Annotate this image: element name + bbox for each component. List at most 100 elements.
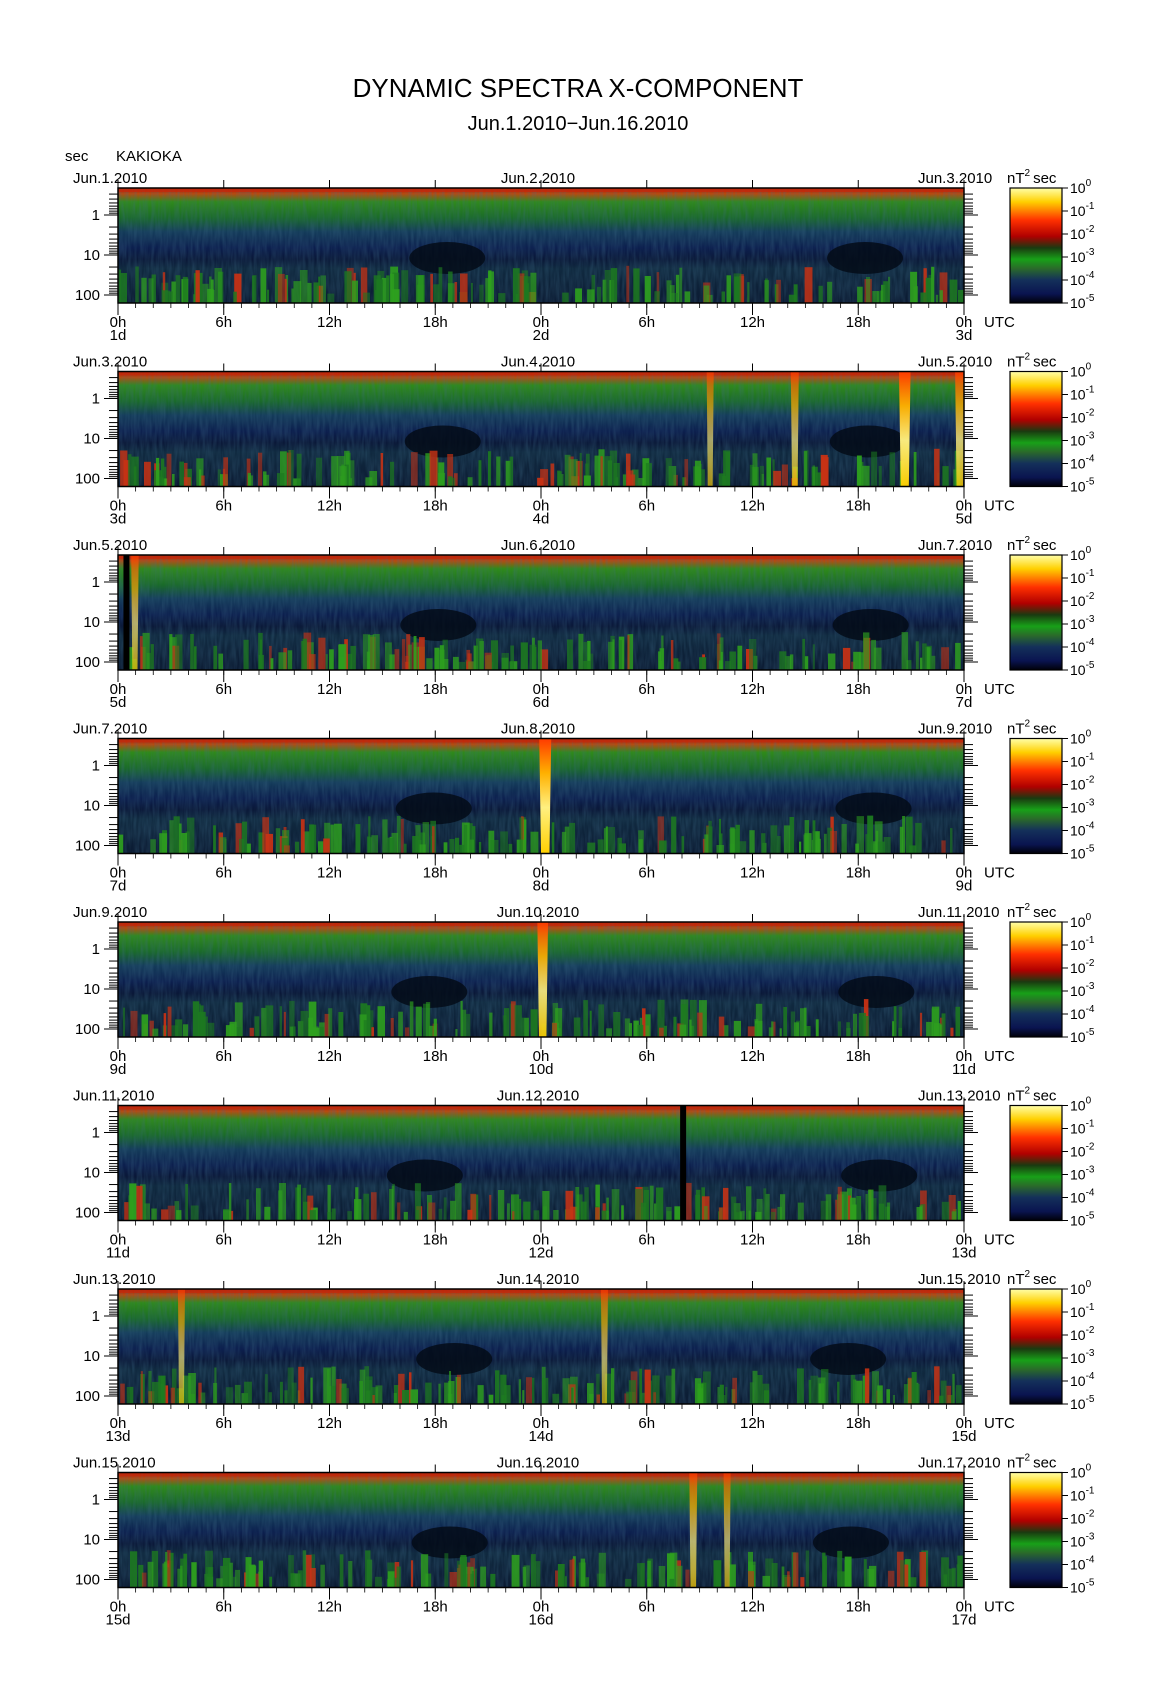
low-activity-patches — [400, 609, 909, 641]
band-stripe — [287, 650, 293, 670]
colorbar-tick-label: 100 — [1070, 729, 1092, 747]
band-stripe — [746, 1186, 752, 1221]
colorbar-unit-tail: sec — [1033, 904, 1057, 921]
band-stripe — [320, 1564, 325, 1588]
band-stripe — [278, 1190, 283, 1221]
colorbar-unit-exponent: 2 — [1025, 168, 1031, 179]
band-stripe — [375, 1576, 382, 1588]
band-stripe — [704, 1206, 708, 1221]
band-stripe — [489, 1194, 492, 1221]
band-stripe — [402, 1390, 410, 1404]
band-stripe — [850, 1374, 856, 1404]
band-stripe — [480, 1566, 487, 1588]
band-stripe — [324, 822, 331, 854]
x-tick-label: 18h — [423, 681, 448, 698]
band-stripe — [234, 1384, 241, 1404]
band-stripe — [363, 292, 370, 303]
long-period-band — [120, 448, 961, 487]
y-tick-label: 1 — [92, 758, 100, 775]
band-stripe — [235, 823, 242, 854]
band-stripe — [935, 294, 939, 303]
band-stripe — [139, 636, 143, 670]
y-axis-ticks — [104, 377, 978, 479]
x-tick-label: 12h — [740, 1232, 765, 1249]
colorbar-tick-label: 10-4 — [1070, 1004, 1095, 1022]
band-stripe — [865, 1194, 868, 1221]
band-stripe — [128, 454, 132, 487]
colorbar-exponent: -5 — [1086, 844, 1095, 855]
x-tick-label: 6h — [638, 1048, 655, 1065]
band-stripe — [520, 642, 528, 670]
band-stripe — [718, 1016, 725, 1037]
day-label: 13d — [951, 1245, 976, 1262]
activity-streak — [706, 371, 714, 487]
band-stripe — [229, 1021, 237, 1037]
band-stripe — [781, 1566, 785, 1588]
band-stripe — [285, 275, 289, 303]
band-stripe — [523, 276, 531, 303]
x-tick-label: 0h — [533, 314, 550, 331]
y-tick-label: 10 — [83, 798, 100, 815]
band-stripe — [637, 1024, 644, 1037]
band-stripe — [187, 817, 195, 854]
band-stripe — [587, 1383, 594, 1404]
band-stripe — [510, 645, 514, 670]
band-stripe — [790, 1011, 796, 1037]
quiet-region — [416, 1343, 493, 1375]
colorbar-exponent: -5 — [1086, 477, 1095, 488]
colorbar-tick-label: 10-1 — [1070, 201, 1095, 219]
quiet-region — [829, 425, 906, 458]
band-stripe — [160, 458, 165, 487]
band-stripe — [414, 1183, 421, 1221]
band-stripe — [957, 1555, 963, 1588]
band-stripe — [931, 655, 936, 670]
band-stripe — [198, 1003, 201, 1037]
colorbar-tick-label: 100 — [1070, 1096, 1092, 1114]
band-stripe — [318, 841, 324, 854]
band-stripe — [830, 831, 837, 854]
band-stripe — [409, 1372, 412, 1404]
band-stripe — [864, 1368, 870, 1404]
band-stripe — [426, 658, 433, 670]
band-stripe — [873, 647, 882, 670]
band-stripe — [466, 1573, 474, 1588]
band-stripe — [761, 473, 764, 487]
band-stripe — [661, 635, 664, 670]
x-tick-label: 0h — [110, 865, 127, 882]
band-stripe — [892, 1395, 895, 1404]
band-stripe — [400, 819, 404, 854]
colorbar-unit-exponent: 2 — [1025, 1086, 1031, 1097]
band-stripe — [303, 632, 312, 670]
band-stripe — [856, 455, 862, 487]
band-stripe — [372, 1395, 375, 1404]
band-stripe — [797, 1202, 804, 1221]
colorbar-exponent: -4 — [1086, 1004, 1095, 1015]
band-stripe — [284, 278, 287, 303]
band-stripe — [298, 1366, 305, 1404]
band-stripe — [916, 1207, 923, 1221]
low-activity-patches — [391, 976, 915, 1008]
spectrogram-panel: Jun.7.2010 Jun.8.2010 Jun.9.2010 1 10 100 0h 6h… — [73, 719, 1095, 895]
day-label: 15d — [951, 1428, 976, 1445]
band-stripe — [804, 833, 812, 854]
colorbar-tick-label: 10-3 — [1070, 981, 1095, 999]
band-stripe — [495, 1370, 500, 1404]
band-stripe — [120, 450, 128, 487]
y-tick-label: 10 — [83, 247, 100, 264]
y-axis-ticks — [104, 193, 978, 296]
colorbar-exponent: -5 — [1086, 1211, 1095, 1222]
band-stripe — [715, 1569, 721, 1588]
band-stripe — [729, 1552, 732, 1588]
colorbar-unit: nT2 sec — [1007, 1453, 1057, 1472]
band-stripe — [570, 1206, 578, 1221]
band-stripe — [488, 451, 491, 487]
band-stripe — [246, 1199, 249, 1221]
band-stripe — [583, 660, 591, 670]
band-stripe — [828, 653, 836, 670]
colorbar-unit-tail: sec — [1033, 537, 1057, 554]
band-stripe — [323, 838, 330, 854]
band-stripe — [179, 461, 185, 487]
band-stripe — [815, 1019, 819, 1037]
band-stripe — [278, 652, 287, 670]
top-edge-band — [118, 371, 964, 376]
